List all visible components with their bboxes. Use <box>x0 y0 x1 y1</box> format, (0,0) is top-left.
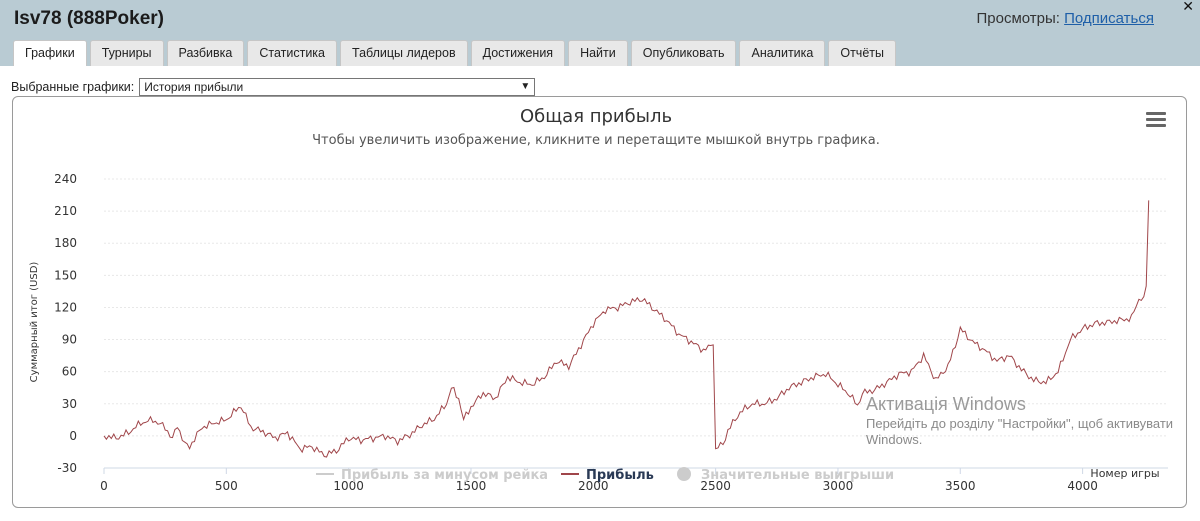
watermark-line1: Активація Windows <box>866 394 1026 414</box>
x-tick-label: 4000 <box>1067 479 1098 493</box>
close-icon[interactable]: ✕ <box>1182 0 1194 14</box>
tab-charts[interactable]: Графики <box>13 40 87 68</box>
tab-statistics[interactable]: Статистика <box>247 40 337 66</box>
tab-leaderboards[interactable]: Таблицы лидеров <box>340 40 468 66</box>
x-axis-label: Номер игры <box>1090 467 1159 480</box>
y-tick-label: 60 <box>62 365 77 379</box>
tab-analytics[interactable]: Аналитика <box>739 40 826 66</box>
chart-select[interactable]: История прибыли ▼ <box>139 78 536 96</box>
legend-label: Значительные выигрыши <box>701 468 894 483</box>
views-label: Просмотры: <box>976 10 1060 27</box>
windows-activation-watermark: Активація Windows Перейдіть до розділу "… <box>866 394 1174 448</box>
legend-label: Прибыль <box>586 468 654 483</box>
chevron-down-icon: ▼ <box>520 81 531 92</box>
tab-tournaments[interactable]: Турниры <box>89 40 164 66</box>
x-tick-label: 3500 <box>945 479 976 493</box>
x-tick-label: 1500 <box>456 479 487 493</box>
y-axis-label: Суммарный итог (USD) <box>29 262 40 383</box>
x-tick-label: 500 <box>215 479 238 493</box>
tab-achievements[interactable]: Достижения <box>470 40 566 66</box>
legend-item-2[interactable]: Значительные выигрыши <box>677 467 894 483</box>
legend-item-0[interactable]: Прибыль за минусом рейка <box>316 468 548 483</box>
watermark-line2: Перейдіть до розділу "Настройки", щоб ак… <box>866 416 1174 431</box>
y-tick-label: -30 <box>57 461 77 475</box>
chart-select-value: История прибыли <box>144 80 244 94</box>
x-tick-label: 0 <box>100 479 108 493</box>
y-tick-label: 90 <box>62 333 77 347</box>
x-tick-label: 2500 <box>700 479 731 493</box>
player-title: Isv78 (888Poker) <box>14 8 164 29</box>
tab-publish[interactable]: Опубликовать <box>630 40 737 66</box>
title-bar: Isv78 (888Poker) Просмотры: Подписаться … <box>0 0 1200 38</box>
subscribe-link[interactable]: Подписаться <box>1064 10 1154 27</box>
chart-frame[interactable]: Общая прибыль Чтобы увеличить изображени… <box>12 96 1187 508</box>
legend-item-1[interactable]: Прибыль <box>561 468 654 483</box>
x-tick-label: 2000 <box>578 479 609 493</box>
chart-title: Общая прибыль <box>520 106 672 127</box>
series-line-profit[interactable] <box>103 200 1150 458</box>
y-tick-label: 150 <box>54 268 77 282</box>
content-panel: Выбранные графики: История прибыли ▼ Общ… <box>0 66 1200 521</box>
tab-reports[interactable]: Отчёты <box>828 40 896 66</box>
y-tick-label: 240 <box>54 172 77 186</box>
menu-icon[interactable] <box>1146 112 1166 127</box>
legend-label: Прибыль за минусом рейка <box>341 468 548 483</box>
tab-bar: Графики Турниры Разбивка Статистика Табл… <box>13 40 899 68</box>
tab-breakdown[interactable]: Разбивка <box>166 40 245 66</box>
x-tick-label: 3000 <box>823 479 854 493</box>
y-tick-label: 0 <box>69 429 77 443</box>
tab-find[interactable]: Найти <box>568 40 628 66</box>
chart-selector-label: Выбранные графики: <box>11 80 135 94</box>
y-tick-label: 120 <box>54 300 77 314</box>
legend-marker <box>677 467 691 481</box>
y-tick-label: 210 <box>54 204 77 218</box>
views-area: Просмотры: Подписаться <box>977 10 1155 27</box>
chart-subtitle: Чтобы увеличить изображение, кликните и … <box>312 133 880 148</box>
chart-selector-row: Выбранные графики: История прибыли ▼ <box>11 78 536 96</box>
watermark-line3: Windows. <box>866 432 923 447</box>
x-tick-label: 1000 <box>333 479 364 493</box>
y-tick-label: 180 <box>54 236 77 250</box>
profit-chart[interactable]: Общая прибыль Чтобы увеличить изображени… <box>13 97 1186 507</box>
y-tick-label: 30 <box>62 397 77 411</box>
